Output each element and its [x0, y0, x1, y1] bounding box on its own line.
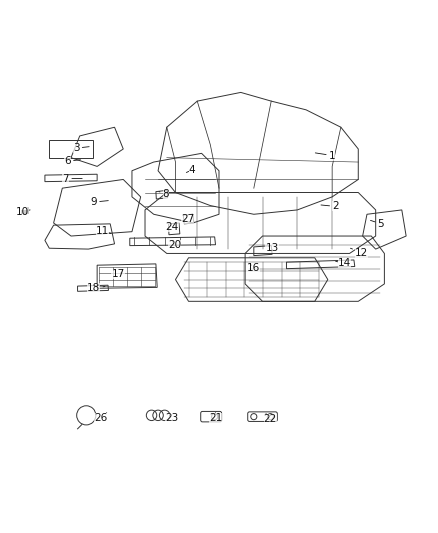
Text: 11: 11: [96, 226, 111, 236]
Text: 21: 21: [209, 413, 222, 423]
Text: 2: 2: [321, 201, 339, 212]
Text: 1: 1: [315, 150, 336, 160]
Text: 8: 8: [159, 189, 169, 199]
Text: 17: 17: [111, 269, 125, 279]
Text: 16: 16: [246, 263, 260, 273]
Text: 3: 3: [73, 143, 89, 153]
Text: 27: 27: [181, 214, 194, 224]
Text: 18: 18: [87, 283, 105, 293]
Text: 23: 23: [166, 413, 179, 423]
Text: 6: 6: [64, 156, 81, 166]
Text: 13: 13: [265, 243, 279, 253]
Text: 14: 14: [336, 259, 351, 269]
Text: 9: 9: [90, 197, 108, 207]
Text: 10: 10: [16, 207, 30, 216]
Text: 20: 20: [168, 240, 181, 250]
Text: 7: 7: [63, 174, 82, 183]
Text: 5: 5: [371, 219, 384, 229]
Text: 4: 4: [186, 165, 195, 175]
Text: 24: 24: [166, 222, 179, 232]
Text: 22: 22: [264, 414, 277, 424]
Text: 12: 12: [350, 247, 368, 257]
Text: 26: 26: [94, 413, 107, 423]
